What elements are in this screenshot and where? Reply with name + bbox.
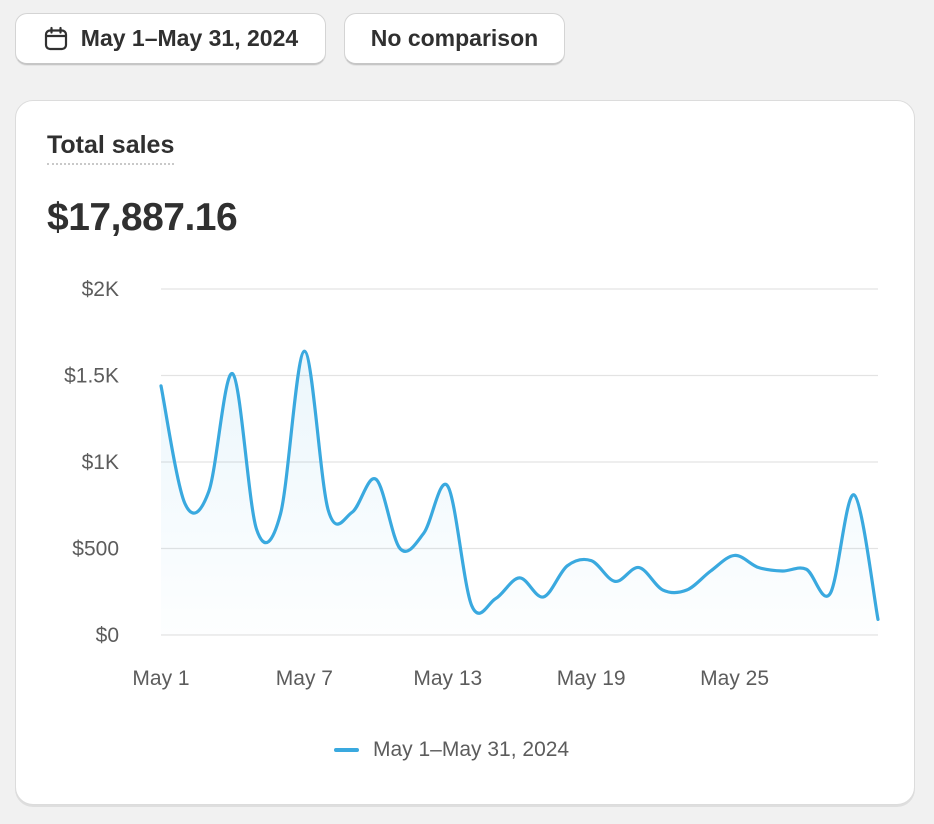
x-tick-label: May 13: [413, 667, 482, 690]
x-tick-label: May 1: [132, 667, 189, 690]
comparison-button[interactable]: No comparison: [344, 13, 565, 65]
y-tick-label: $0: [96, 624, 119, 647]
series-area: [161, 351, 878, 635]
x-tick-label: May 7: [276, 667, 333, 690]
comparison-label: No comparison: [370, 25, 539, 51]
y-tick-label: $1.5K: [64, 365, 119, 388]
y-tick-label: $1K: [82, 451, 119, 474]
total-sales-card: Total sales $17,887.16 $0 $500 $1K $1.5K $2K…: [15, 100, 915, 805]
date-range-button[interactable]: May 1–May 31, 2024: [15, 13, 326, 65]
calendar-icon: [44, 26, 67, 50]
legend-label: May 1–May 31, 2024: [373, 738, 570, 761]
y-tick-label: $500: [72, 538, 119, 561]
metric-title[interactable]: Total sales: [47, 131, 175, 165]
x-tick-label: May 25: [700, 667, 769, 690]
date-range-label: May 1–May 31, 2024: [80, 25, 299, 51]
x-tick-label: May 19: [557, 667, 626, 690]
legend-swatch: [334, 748, 359, 752]
chart-legend[interactable]: May 1–May 31, 2024: [334, 738, 569, 762]
y-tick-label: $2K: [82, 278, 119, 301]
series-line[interactable]: [159, 349, 880, 622]
sales-line-chart: $0 $500 $1K $1.5K $2K May 1 May 7 May 13 May 19…: [64, 278, 880, 690]
metric-value: $17,887.16: [47, 196, 238, 239]
